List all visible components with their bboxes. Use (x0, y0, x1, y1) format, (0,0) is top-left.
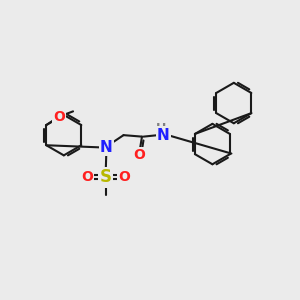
Text: H: H (156, 122, 166, 135)
Text: N: N (100, 140, 113, 155)
Text: O: O (118, 170, 130, 184)
Text: O: O (81, 170, 93, 184)
Text: O: O (53, 110, 65, 124)
Text: S: S (100, 168, 112, 186)
Text: O: O (133, 148, 145, 162)
Text: N: N (157, 128, 170, 142)
